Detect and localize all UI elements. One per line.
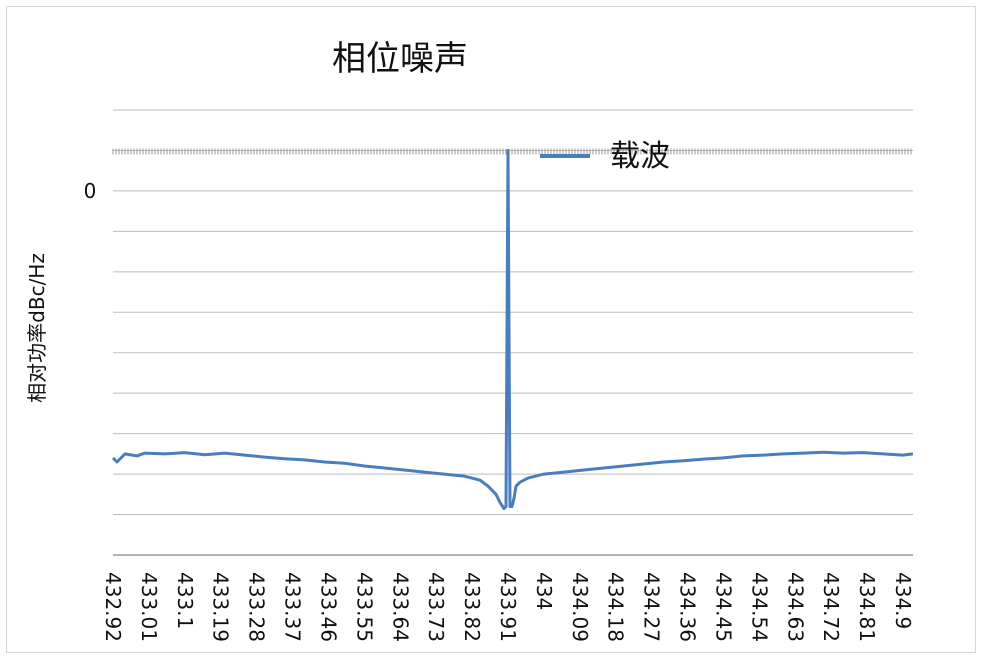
x-tick-label: 434.81 bbox=[855, 572, 879, 642]
x-tick-label: 434.63 bbox=[783, 572, 807, 642]
x-tick-label: 434.09 bbox=[568, 572, 592, 642]
x-tick-label: 434.27 bbox=[640, 572, 664, 642]
x-tick-label: 433.01 bbox=[137, 572, 161, 642]
y-tick-labels: 0 bbox=[84, 179, 97, 203]
x-tick-label: 433.55 bbox=[352, 572, 376, 642]
x-tick-label: 434 bbox=[532, 572, 556, 610]
x-tick-label: 433.73 bbox=[424, 572, 448, 642]
x-tick-label: 433.37 bbox=[281, 572, 305, 642]
x-tick-label: 433.64 bbox=[388, 572, 412, 642]
chart-title: 相位噪声 bbox=[332, 39, 468, 79]
gridlines bbox=[113, 109, 913, 516]
x-tick-label: 434.54 bbox=[747, 572, 771, 642]
x-tick-label: 434.36 bbox=[676, 572, 700, 642]
legend-label: 载波 bbox=[610, 139, 670, 174]
y-axis-label: 相对功率dBc/Hz bbox=[25, 253, 49, 403]
x-tick-label: 433.19 bbox=[209, 572, 233, 642]
chart-frame bbox=[6, 6, 976, 653]
x-tick-label: 433.1 bbox=[173, 572, 197, 629]
x-tick-label: 434.9 bbox=[891, 572, 915, 629]
x-tick-label: 433.28 bbox=[245, 572, 269, 642]
minor-tick-strip bbox=[112, 148, 912, 155]
x-tick-label: 433.46 bbox=[316, 572, 340, 642]
x-tick-label: 434.45 bbox=[711, 572, 735, 642]
y-tick-label: 0 bbox=[84, 179, 97, 203]
series-line-carrier bbox=[111, 149, 914, 510]
x-tick-label: 432.92 bbox=[101, 572, 125, 642]
x-tick-label: 433.91 bbox=[496, 572, 520, 642]
x-tick-label: 434.18 bbox=[604, 572, 628, 642]
x-tick-labels: 432.92 433.01 433.1 433.19 433.28 433.37 433.4… bbox=[101, 572, 915, 642]
x-tick-label: 433.82 bbox=[460, 572, 484, 642]
x-tick-label: 434.72 bbox=[819, 572, 843, 642]
